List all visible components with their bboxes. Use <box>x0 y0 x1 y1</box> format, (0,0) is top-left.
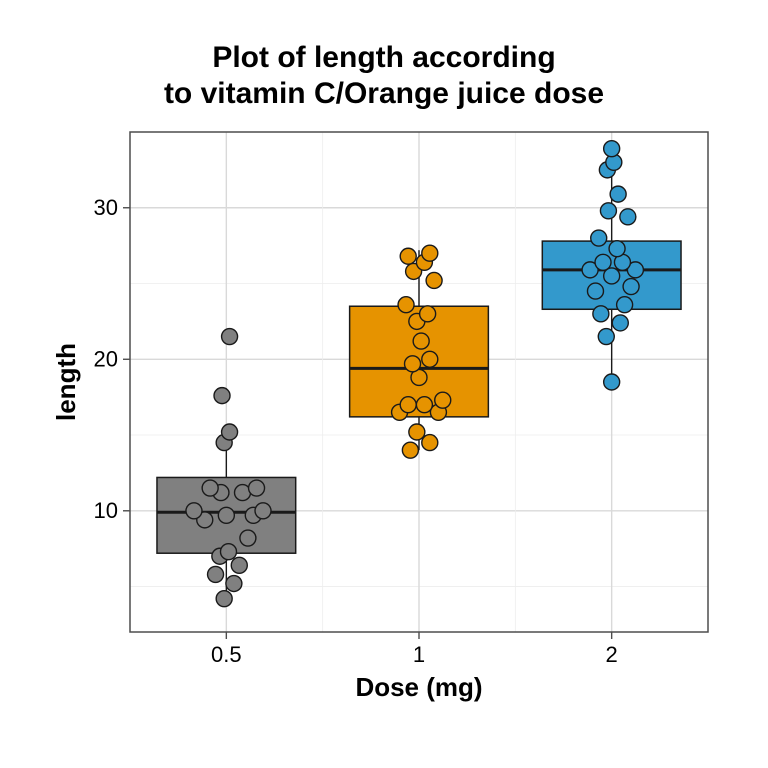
svg-text:20: 20 <box>94 346 118 371</box>
svg-text:30: 30 <box>94 195 118 220</box>
svg-text:2: 2 <box>606 642 618 667</box>
svg-text:1: 1 <box>413 642 425 667</box>
chart-container: Plot of length according to vitamin C/Or… <box>40 40 728 728</box>
chart-title: Plot of length according to vitamin C/Or… <box>40 40 728 112</box>
title-line-2: to vitamin C/Orange juice dose <box>164 77 604 110</box>
svg-text:length: length <box>51 343 81 421</box>
title-line-1: Plot of length according <box>212 41 555 74</box>
svg-text:0.5: 0.5 <box>211 642 242 667</box>
boxplot-svg: 10 20 30 0.5 1 2 length Dose (mg) <box>40 112 728 712</box>
svg-text:Dose (mg): Dose (mg) <box>355 672 482 702</box>
svg-text:10: 10 <box>94 498 118 523</box>
